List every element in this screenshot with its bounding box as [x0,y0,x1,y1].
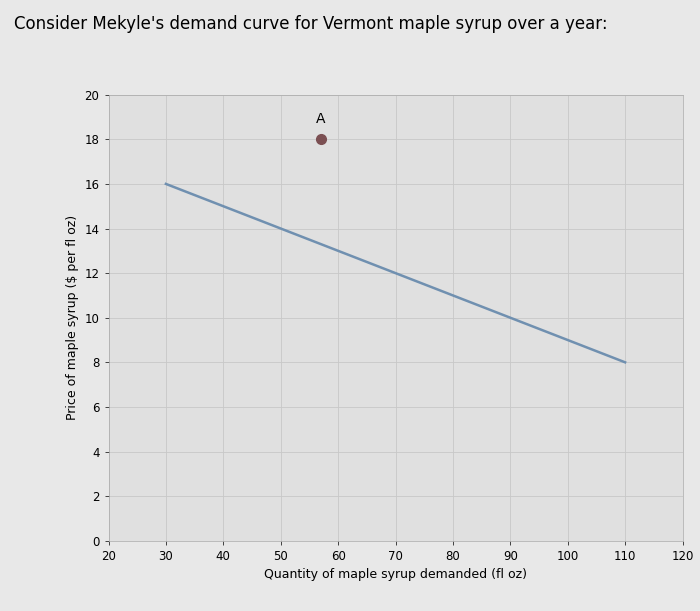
X-axis label: Quantity of maple syrup demanded (fl oz): Quantity of maple syrup demanded (fl oz) [264,568,527,581]
Text: A: A [316,112,326,126]
Text: Consider Mekyle's demand curve for Vermont maple syrup over a year:: Consider Mekyle's demand curve for Vermo… [14,15,608,33]
Y-axis label: Price of maple syrup ($ per fl oz): Price of maple syrup ($ per fl oz) [66,215,79,420]
